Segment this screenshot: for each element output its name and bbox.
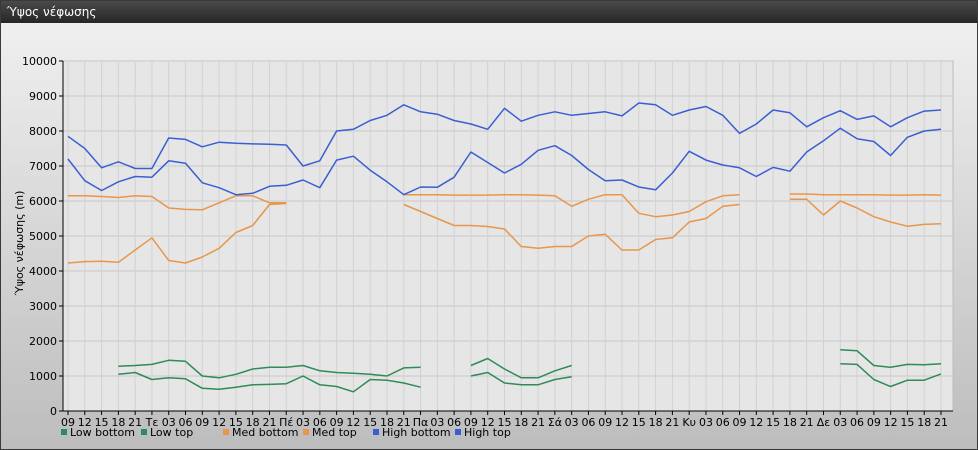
x-tick-label: 21 — [262, 416, 276, 429]
x-tick-label: 15 — [229, 416, 243, 429]
x-tick-label: 15 — [498, 416, 512, 429]
legend-item: High top — [455, 426, 511, 439]
x-tick-label: 15 — [900, 416, 914, 429]
legend-swatch — [141, 429, 147, 435]
x-tick-label: 03 — [565, 416, 579, 429]
x-tick-label: 06 — [716, 416, 730, 429]
y-tick-label: 4000 — [29, 265, 57, 278]
y-tick-label: 7000 — [29, 160, 57, 173]
x-tick-label: 09 — [598, 416, 612, 429]
window-title: Ύψος νέφωσης — [7, 5, 97, 19]
y-tick-label: 5000 — [29, 230, 57, 243]
x-tick-label: 18 — [783, 416, 797, 429]
title-bar: Ύψος νέφωσης — [1, 1, 977, 23]
x-tick-label: 12 — [481, 416, 495, 429]
y-tick-label: 0 — [50, 405, 57, 418]
legend-label: High top — [464, 426, 511, 439]
x-tick-label: 18 — [649, 416, 663, 429]
legend-swatch — [61, 429, 67, 435]
x-tick-label: 09 — [195, 416, 209, 429]
x-tick-label: 15 — [363, 416, 377, 429]
x-tick-label: 12 — [346, 416, 360, 429]
y-tick-label: 6000 — [29, 195, 57, 208]
x-tick-label: 09 — [733, 416, 747, 429]
legend-item: Low bottom — [61, 426, 135, 439]
x-tick-label: Πέ — [279, 416, 293, 429]
legend-label: Low top — [150, 426, 193, 439]
x-tick-label: Δε — [817, 416, 831, 429]
x-tick-label: 03 — [699, 416, 713, 429]
legend-swatch — [455, 429, 461, 435]
series-line-low-bottom — [118, 363, 942, 393]
x-tick-label: 12 — [615, 416, 629, 429]
y-tick-label: 8000 — [29, 125, 57, 138]
legend-swatch — [303, 429, 309, 435]
x-tick-label: Κυ — [682, 416, 696, 429]
x-tick-label: Σά — [548, 416, 562, 429]
x-tick-label: Τε — [145, 416, 159, 429]
x-tick-label: 06 — [447, 416, 461, 429]
x-tick-label: 18 — [111, 416, 125, 429]
x-tick-label: 06 — [179, 416, 193, 429]
x-tick-label: 03 — [162, 416, 176, 429]
x-tick-label: 18 — [514, 416, 528, 429]
legend-swatch — [373, 429, 379, 435]
x-tick-label: 18 — [380, 416, 394, 429]
x-tick-label: 18 — [917, 416, 931, 429]
x-tick-label: 21 — [128, 416, 142, 429]
x-tick-label: 09 — [464, 416, 478, 429]
x-tick-label: 18 — [246, 416, 260, 429]
series-line-low-top — [118, 349, 942, 379]
x-tick-label: 21 — [397, 416, 411, 429]
y-tick-label: 3000 — [29, 300, 57, 313]
y-tick-label: 9000 — [29, 90, 57, 103]
x-tick-label: 09 — [867, 416, 881, 429]
x-tick-label: 15 — [766, 416, 780, 429]
x-tick-label: 06 — [313, 416, 327, 429]
y-tick-label: 10000 — [22, 55, 57, 68]
legend-item: Med bottom — [223, 426, 299, 439]
x-tick-label: 21 — [934, 416, 948, 429]
x-tick-label: 09 — [330, 416, 344, 429]
legend-item: Med top — [303, 426, 357, 439]
x-tick-label: 12 — [749, 416, 763, 429]
x-tick-label: 15 — [95, 416, 109, 429]
legend-label: Med top — [312, 426, 357, 439]
x-tick-label: 12 — [884, 416, 898, 429]
x-tick-label: 03 — [833, 416, 847, 429]
y-tick-label: 2000 — [29, 335, 57, 348]
x-tick-label: 09 — [61, 416, 75, 429]
x-axis-ticks: 09 12 15 18 21 Τε 03 06 09 12 15 18 21 Πέ 03 06 09 12 15 18… — [61, 411, 948, 429]
x-tick-label: 03 — [430, 416, 444, 429]
series-line-high-top — [67, 102, 942, 170]
y-axis-label: Ύψος νέφωσης (m) — [13, 191, 26, 297]
legend-label: High bottom — [382, 426, 451, 439]
x-tick-label: 21 — [665, 416, 679, 429]
x-tick-label: 21 — [800, 416, 814, 429]
x-tick-label: 12 — [212, 416, 226, 429]
x-tick-label: Πα — [413, 416, 429, 429]
series-line-med-top — [68, 193, 942, 218]
x-tick-label: 15 — [632, 416, 646, 429]
x-tick-label: 03 — [296, 416, 310, 429]
y-axis-ticks: 0 1000 2000 3000 4000 5000 6000 7000 8000 9000 100… — [22, 55, 63, 418]
series-line-high-bottom — [67, 127, 942, 196]
y-tick-label: 1000 — [29, 370, 57, 383]
cloud-height-chart: 0 1000 2000 3000 4000 5000 6000 7000 8000 9000 100… — [13, 55, 954, 439]
legend: Low bottom Low top Med bottom Med top High b… — [61, 426, 511, 439]
x-tick-label: 06 — [581, 416, 595, 429]
legend-label: Med bottom — [232, 426, 299, 439]
legend-swatch — [223, 429, 229, 435]
x-tick-label: 06 — [850, 416, 864, 429]
legend-item: High bottom — [373, 426, 451, 439]
legend-item: Low top — [141, 426, 193, 439]
x-tick-label: 12 — [78, 416, 92, 429]
x-tick-label: 21 — [531, 416, 545, 429]
legend-label: Low bottom — [70, 426, 135, 439]
series-line-med-bottom — [67, 198, 942, 264]
series-lines — [67, 102, 942, 393]
